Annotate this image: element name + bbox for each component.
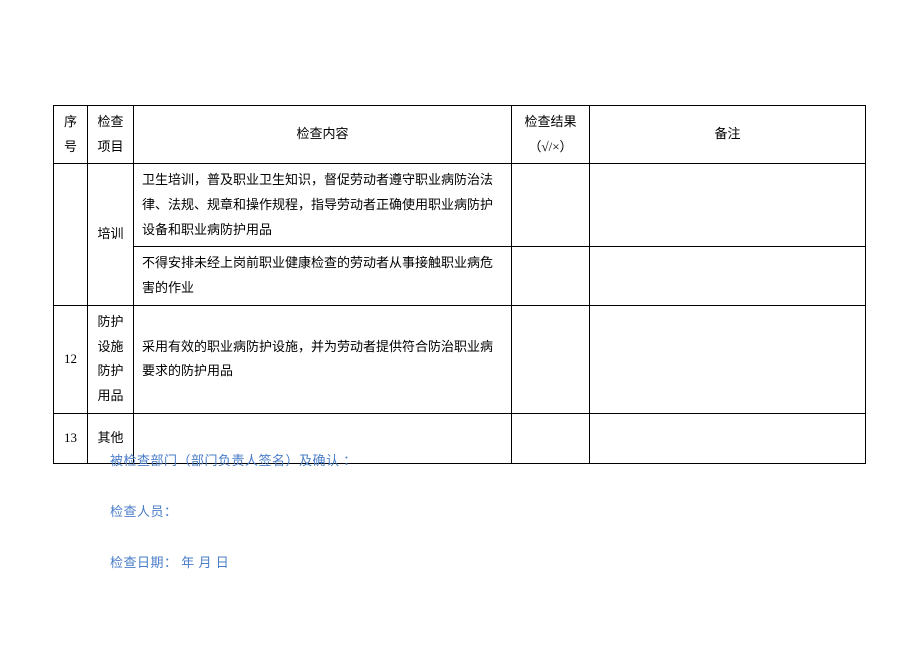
cell-item: 培训 [88, 164, 134, 305]
cell-remark [590, 413, 866, 463]
footer-inspector: 检查人员： [110, 501, 357, 520]
cell-seq [54, 164, 88, 305]
cell-remark [590, 247, 866, 305]
header-seq: 序号 [54, 106, 88, 164]
inspection-table-container: 序号 检查项目 检查内容 检查结果（√/×） 备注 培训 卫生培训，普及职业卫生… [53, 105, 865, 464]
cell-seq: 13 [54, 413, 88, 463]
cell-content: 不得安排未经上岗前职业健康检查的劳动者从事接触职业病危害的作业 [134, 247, 512, 305]
table-row: 不得安排未经上岗前职业健康检查的劳动者从事接触职业病危害的作业 [54, 247, 866, 305]
cell-result [512, 247, 590, 305]
table-header-row: 序号 检查项目 检查内容 检查结果（√/×） 备注 [54, 106, 866, 164]
table-row: 12 防护设施防护用品 采用有效的职业病防护设施，并为劳动者提供符合防治职业病要… [54, 305, 866, 413]
cell-item: 防护设施防护用品 [88, 305, 134, 413]
table-row: 培训 卫生培训，普及职业卫生知识，督促劳动者遵守职业病防治法律、法规、规章和操作… [54, 164, 866, 247]
footer-checked-department: 被检查部门（部门负责人签名）及确认 ： [110, 450, 357, 469]
inspection-table: 序号 检查项目 检查内容 检查结果（√/×） 备注 培训 卫生培训，普及职业卫生… [53, 105, 866, 464]
cell-remark [590, 164, 866, 247]
header-content: 检查内容 [134, 106, 512, 164]
cell-result [512, 413, 590, 463]
header-item: 检查项目 [88, 106, 134, 164]
cell-remark [590, 305, 866, 413]
cell-content: 采用有效的职业病防护设施，并为劳动者提供符合防治职业病要求的防护用品 [134, 305, 512, 413]
cell-content: 卫生培训，普及职业卫生知识，督促劳动者遵守职业病防治法律、法规、规章和操作规程，… [134, 164, 512, 247]
header-result: 检查结果（√/×） [512, 106, 590, 164]
header-remark: 备注 [590, 106, 866, 164]
footer-date: 检查日期： 年 月 日 [110, 552, 357, 571]
cell-result [512, 305, 590, 413]
cell-result [512, 164, 590, 247]
cell-seq: 12 [54, 305, 88, 413]
footer-section: 被检查部门（部门负责人签名）及确认 ： 检查人员： 检查日期： 年 月 日 [110, 450, 357, 603]
